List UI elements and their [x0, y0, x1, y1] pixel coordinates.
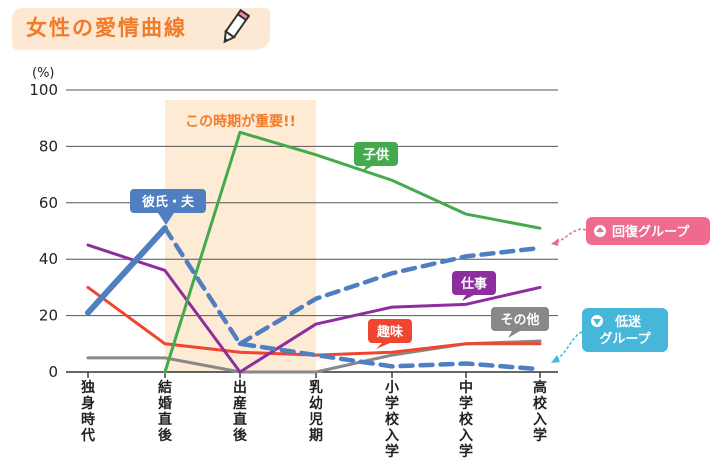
y-tick-label: 100 [29, 81, 58, 99]
series-tag-pointer [376, 343, 390, 349]
series-tag-pointer [362, 166, 372, 172]
series-tag [452, 271, 496, 295]
series-line [237, 245, 543, 347]
x-tick-label: 中学校入学 [459, 379, 474, 460]
series-tag-pointer [158, 213, 174, 225]
series-tag [130, 189, 206, 213]
series-name-label: 子供 [363, 147, 389, 163]
callout-arrowhead [551, 355, 560, 363]
y-tick-label: 60 [39, 194, 58, 212]
pencil-icon [223, 8, 250, 44]
series-line [86, 285, 542, 357]
up-arrow-icon [596, 227, 604, 232]
chart-title: 女性の愛情曲線 [26, 16, 187, 40]
highlight-label: この時期が重要!! [185, 113, 296, 130]
series-tag [491, 307, 549, 331]
x-tick-label: 乳幼児期 [308, 379, 323, 444]
series-name-label: 趣味 [376, 324, 403, 340]
series-name-label: 彼氏・夫 [142, 194, 195, 210]
x-tick-label: 小学校入学 [385, 380, 400, 460]
series-tag-pointer [508, 331, 520, 338]
y-tick-label: 80 [39, 137, 58, 155]
series-line [162, 225, 543, 372]
series-tag [368, 319, 412, 343]
series-tag-pointer [462, 295, 474, 301]
x-tick-label: 出産直後 [233, 379, 248, 444]
callout-arrowhead [551, 238, 559, 246]
x-tick-label: 結婚直後 [158, 379, 173, 444]
series-name-label: その他 [500, 312, 539, 328]
callout-box [582, 308, 668, 352]
series-line [85, 225, 168, 316]
highlight-band [165, 100, 316, 372]
series-name-label: 仕事 [460, 276, 487, 292]
series-line [163, 130, 542, 374]
callout-label: 回復グループ [612, 224, 690, 240]
callout-box [586, 217, 710, 245]
series-tag [354, 142, 398, 166]
y-unit-label: (%) [32, 66, 55, 81]
x-tick-label: 高校入学 [533, 379, 548, 444]
y-tick-label: 0 [48, 363, 58, 381]
y-tick-label: 20 [39, 307, 58, 325]
x-tick-label: 独身時代 [80, 379, 95, 444]
down-arrow-icon [593, 319, 601, 325]
callout-label: 低迷グループ [599, 314, 651, 347]
y-tick-label: 40 [39, 250, 58, 268]
callout-leader [555, 228, 587, 243]
series-line [86, 243, 542, 374]
callout-leader [555, 331, 583, 361]
